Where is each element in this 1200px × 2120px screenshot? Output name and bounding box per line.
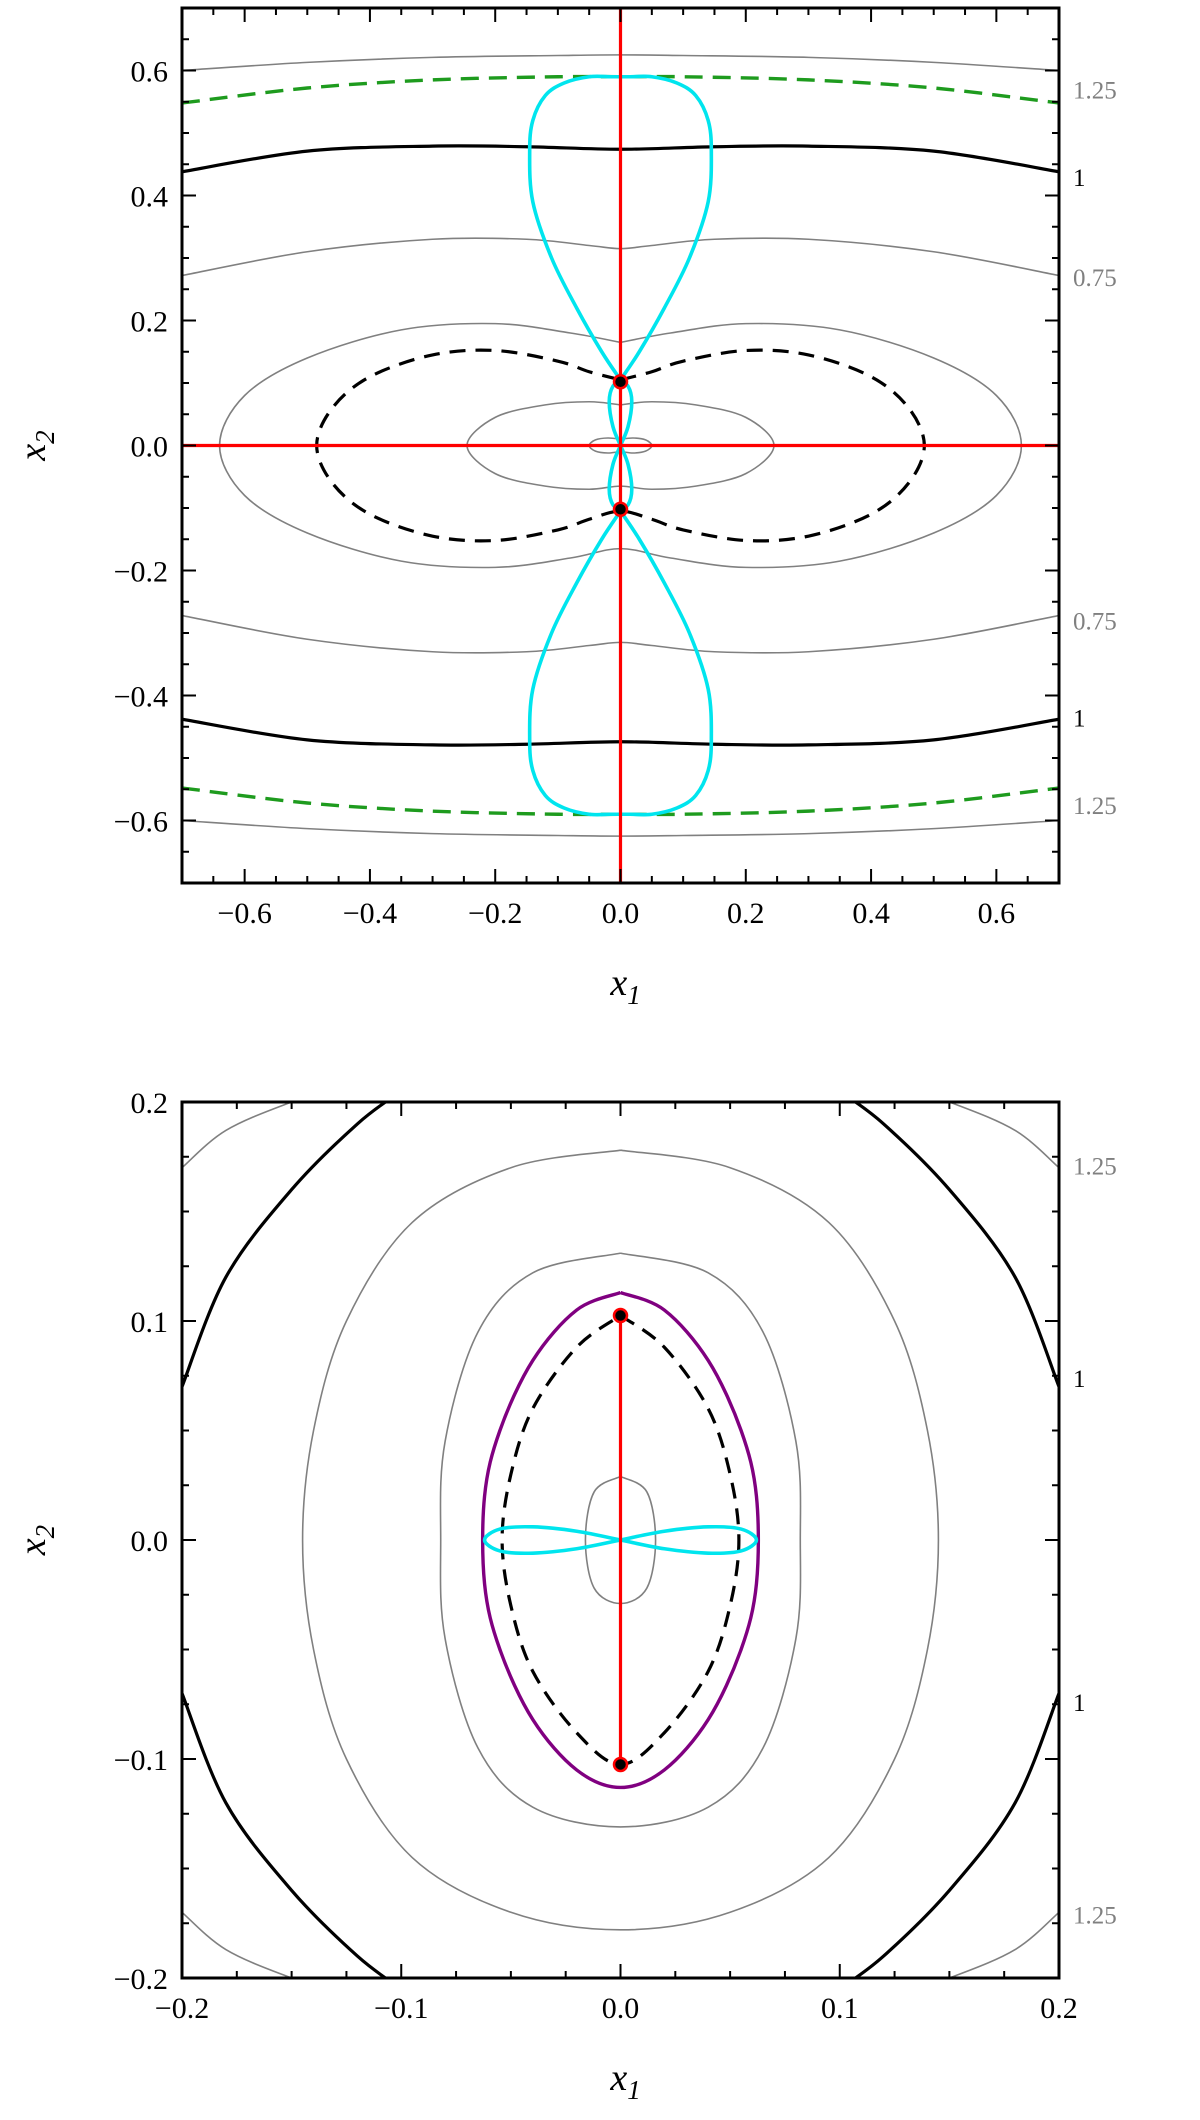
y-axis-title-main: x xyxy=(12,1538,54,1556)
series-cyan-14 xyxy=(482,1524,621,1556)
series-green-dashed-6 xyxy=(182,786,1059,817)
y-tick-label: 0.0 xyxy=(131,1525,169,1558)
series-critical-6 xyxy=(182,1692,389,1978)
y-tick-label: 0.1 xyxy=(131,1306,169,1339)
y-tick-label: 0.6 xyxy=(131,56,169,89)
x-tick-label: 0.0 xyxy=(602,897,640,930)
y-axis-title: x2 xyxy=(12,1525,60,1556)
axis-ticks xyxy=(181,7,1060,884)
contour-level-label: 1 xyxy=(1073,1690,1086,1717)
y-tick-label: 0.2 xyxy=(131,306,169,339)
x-axis-title: x1 xyxy=(609,962,640,1010)
y-axis-title-sub: 2 xyxy=(30,1525,60,1539)
y-axis-title-main: x xyxy=(12,444,54,462)
y-tick-label: 0.0 xyxy=(131,431,169,464)
series-thin-9 xyxy=(439,1252,802,1828)
contour-level-label: 1.25 xyxy=(1073,77,1117,104)
plot-area xyxy=(182,8,1059,883)
contour-level-label: 1 xyxy=(1073,1366,1086,1393)
y-axis-title: x2 xyxy=(12,430,60,461)
x-tick-label: 0.0 xyxy=(602,1992,640,2025)
series-thin-2 xyxy=(182,1911,294,1978)
contour-level-label: 1.25 xyxy=(1073,1902,1117,1929)
image-point-0 xyxy=(612,1307,629,1324)
contour-level-label: 1 xyxy=(1073,705,1086,732)
x-tick-label: 0.6 xyxy=(978,897,1016,930)
bottom-panel: −0.2 −0.1 0.0 0.1 0.2 −0.2 −0.1 0.0 0.1 0.2 1.25 1 1… xyxy=(12,1087,1117,2105)
y-axis-title-sub: 2 xyxy=(30,430,60,444)
x-tick-label: 0.2 xyxy=(1040,1992,1078,2025)
x-tick-label: −0.2 xyxy=(468,897,522,930)
x-tick-label: −0.4 xyxy=(343,897,397,930)
x-tick-label: −0.6 xyxy=(217,897,271,930)
y-tick-label: −0.2 xyxy=(114,1963,168,1996)
x-axis-title-sub: 1 xyxy=(627,2075,641,2105)
top-panel: −0.6 −0.4 −0.2 0.0 0.2 0.4 0.6 −0.6 −0.4 −0.2 0.0 0… xyxy=(12,6,1117,1010)
contour-level-label: 1 xyxy=(1073,165,1086,192)
x-tick-label: 0.4 xyxy=(852,897,890,930)
series-critical-4 xyxy=(182,1102,389,1388)
y-tick-label: −0.1 xyxy=(114,1744,168,1777)
y-tick-label: −0.4 xyxy=(114,681,168,714)
series-purple-10 xyxy=(480,1290,761,1790)
x-axis-title-sub: 1 xyxy=(627,980,641,1010)
x-axis-title-main: x xyxy=(609,962,627,1004)
series-black-dashed-9 xyxy=(315,348,926,543)
series-green-dashed-1 xyxy=(182,74,1059,105)
y-tick-label: −0.6 xyxy=(114,806,168,839)
series-thin-3 xyxy=(947,1911,1059,1978)
series-thin-0 xyxy=(182,1102,294,1169)
series-critical-5 xyxy=(852,1102,1059,1388)
image-point-1 xyxy=(612,501,629,517)
series-critical-7 xyxy=(852,1692,1059,1978)
image-point-0 xyxy=(612,374,629,390)
series-thin-1 xyxy=(947,1102,1059,1169)
contour-level-label: 0.75 xyxy=(1073,265,1117,292)
plot-area xyxy=(182,1102,1059,1978)
x-tick-label: 0.2 xyxy=(727,897,765,930)
x-axis-title-main: x xyxy=(609,2057,627,2099)
x-tick-label: −0.1 xyxy=(374,1992,428,2025)
series-cyan-13 xyxy=(620,1524,759,1556)
axis-ticks xyxy=(181,1101,1060,1979)
y-tick-label: 0.4 xyxy=(131,181,169,214)
x-tick-label: −0.2 xyxy=(155,1992,209,2025)
contour-level-label: 1.25 xyxy=(1073,793,1117,820)
x-axis-title: x1 xyxy=(609,2057,640,2105)
contour-level-label: 0.75 xyxy=(1073,609,1117,636)
y-tick-label: −0.2 xyxy=(114,556,168,589)
image-point-1 xyxy=(612,1756,629,1773)
contour-level-label: 1.25 xyxy=(1073,1154,1117,1181)
x-tick-label: 0.1 xyxy=(821,1992,859,2025)
series-thin-8 xyxy=(301,1149,940,1931)
y-tick-label: 0.2 xyxy=(131,1087,169,1120)
